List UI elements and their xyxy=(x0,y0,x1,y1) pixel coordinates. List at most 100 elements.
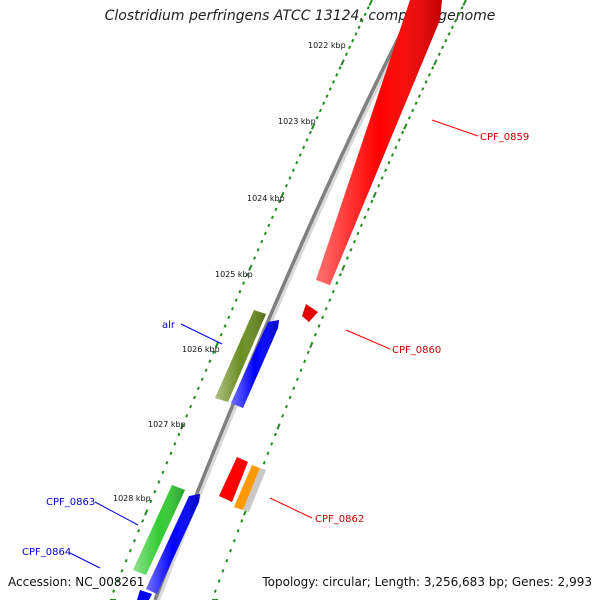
tick-mark xyxy=(284,183,288,188)
gene-CPF_0859[interactable] xyxy=(316,0,442,285)
tick-mark xyxy=(433,59,438,66)
leader-CPF_0859 xyxy=(431,119,479,137)
tick-mark xyxy=(380,176,384,180)
tick-mark xyxy=(366,5,370,10)
leader-CPF_0864 xyxy=(69,552,101,569)
tick-mark xyxy=(317,324,321,328)
leader-CPF_0860 xyxy=(345,329,391,350)
tick-mark xyxy=(212,350,216,355)
tick-mark xyxy=(157,480,161,484)
tick-label-1024: 1024 kbp xyxy=(247,194,285,203)
tick-mark xyxy=(328,298,332,302)
tick-mark xyxy=(460,5,464,10)
tick-mark xyxy=(217,579,221,583)
tick-mark xyxy=(263,231,267,236)
tick-mark xyxy=(253,256,257,260)
gene-CPF_0860[interactable] xyxy=(302,304,318,322)
tick-mark xyxy=(291,168,295,173)
tick-label-1026: 1026 kbp xyxy=(182,345,220,354)
tick-mark xyxy=(270,442,274,446)
leader-alr xyxy=(180,323,223,345)
tick-mark xyxy=(277,199,282,204)
tick-mark xyxy=(318,108,322,113)
label-CPF_0863: CPF_0863 xyxy=(46,497,95,508)
tick-mark xyxy=(242,281,246,285)
label-CPF_0864: CPF_0864 xyxy=(22,547,71,558)
tick-mark xyxy=(349,248,353,252)
tick-mark xyxy=(348,45,352,50)
tick-mark xyxy=(345,256,349,260)
gene-blue-1[interactable] xyxy=(231,320,279,408)
tick-mark xyxy=(363,215,367,220)
tick-mark xyxy=(266,451,270,456)
tick-mark xyxy=(128,548,132,553)
gene-CPF_0862[interactable] xyxy=(243,468,266,512)
tick-mark xyxy=(298,153,302,157)
tick-label-1027: 1027 kbp xyxy=(148,420,186,429)
tick-mark xyxy=(444,38,448,43)
tick-mark xyxy=(219,333,223,337)
tick-mark xyxy=(204,368,208,373)
tick-mark xyxy=(424,80,428,84)
tick-mark xyxy=(274,207,278,212)
tick-mark xyxy=(213,589,217,593)
tick-mark xyxy=(366,207,370,212)
tick-mark xyxy=(295,377,299,382)
tick-mark xyxy=(165,461,169,465)
tick-mark xyxy=(240,519,244,523)
tick-mark xyxy=(310,123,316,130)
gene-CPF_0864[interactable] xyxy=(137,590,152,600)
gene-CPF_0863[interactable] xyxy=(133,485,185,575)
tick-mark xyxy=(124,558,128,563)
tick-mark xyxy=(234,298,238,302)
tick-mark xyxy=(335,281,339,285)
topology-text: Topology: circular; Length: 3,256,683 bp… xyxy=(262,575,592,589)
map-title: Clostridium perfringens ATCC 13124, comp… xyxy=(104,8,496,24)
label-CPF_0862: CPF_0862 xyxy=(315,514,364,525)
accession-text: Accession: NC_008261 xyxy=(8,575,145,589)
tick-mark xyxy=(397,138,401,142)
tick-mark xyxy=(344,52,348,56)
tick-mark xyxy=(284,404,288,409)
tick-mark xyxy=(223,324,227,328)
tick-mark xyxy=(120,569,124,573)
tick-mark xyxy=(153,489,157,494)
tick-mark xyxy=(341,264,346,271)
tick-mark xyxy=(457,12,461,17)
tick-mark xyxy=(208,359,212,364)
tick-mark xyxy=(230,306,235,311)
tick-mark xyxy=(352,239,356,244)
tick-mark xyxy=(185,414,189,418)
tick-mark xyxy=(273,432,277,437)
tick-mark xyxy=(462,0,467,6)
gene-blue-2[interactable] xyxy=(146,494,200,594)
tick-mark xyxy=(288,176,292,180)
tick-mark xyxy=(387,160,391,165)
tick-mark xyxy=(356,231,360,236)
tick-mark xyxy=(414,101,418,106)
leader-CPF_0862 xyxy=(269,497,313,519)
gene-red-small[interactable] xyxy=(219,457,248,502)
tick-mark xyxy=(256,248,260,252)
tick-mark xyxy=(214,341,220,349)
tick-mark xyxy=(169,451,173,456)
gene-alr[interactable] xyxy=(215,310,266,402)
tick-mark xyxy=(248,264,253,271)
tick-mark xyxy=(431,66,435,70)
tick-mark xyxy=(411,108,415,113)
tick-mark xyxy=(236,529,240,533)
tick-mark xyxy=(302,145,306,150)
tick-mark xyxy=(354,32,358,36)
tick-mark xyxy=(149,499,153,504)
tick-mark xyxy=(173,442,177,446)
tick-mark xyxy=(315,116,319,120)
gene-orange[interactable] xyxy=(234,465,260,510)
tick-mark xyxy=(372,191,377,199)
label-alr: alr xyxy=(162,320,176,331)
tick-mark xyxy=(225,558,229,563)
tick-ring-outer xyxy=(110,0,373,600)
tick-mark xyxy=(305,138,309,142)
tick-mark xyxy=(180,423,185,430)
tick-mark xyxy=(340,59,345,66)
